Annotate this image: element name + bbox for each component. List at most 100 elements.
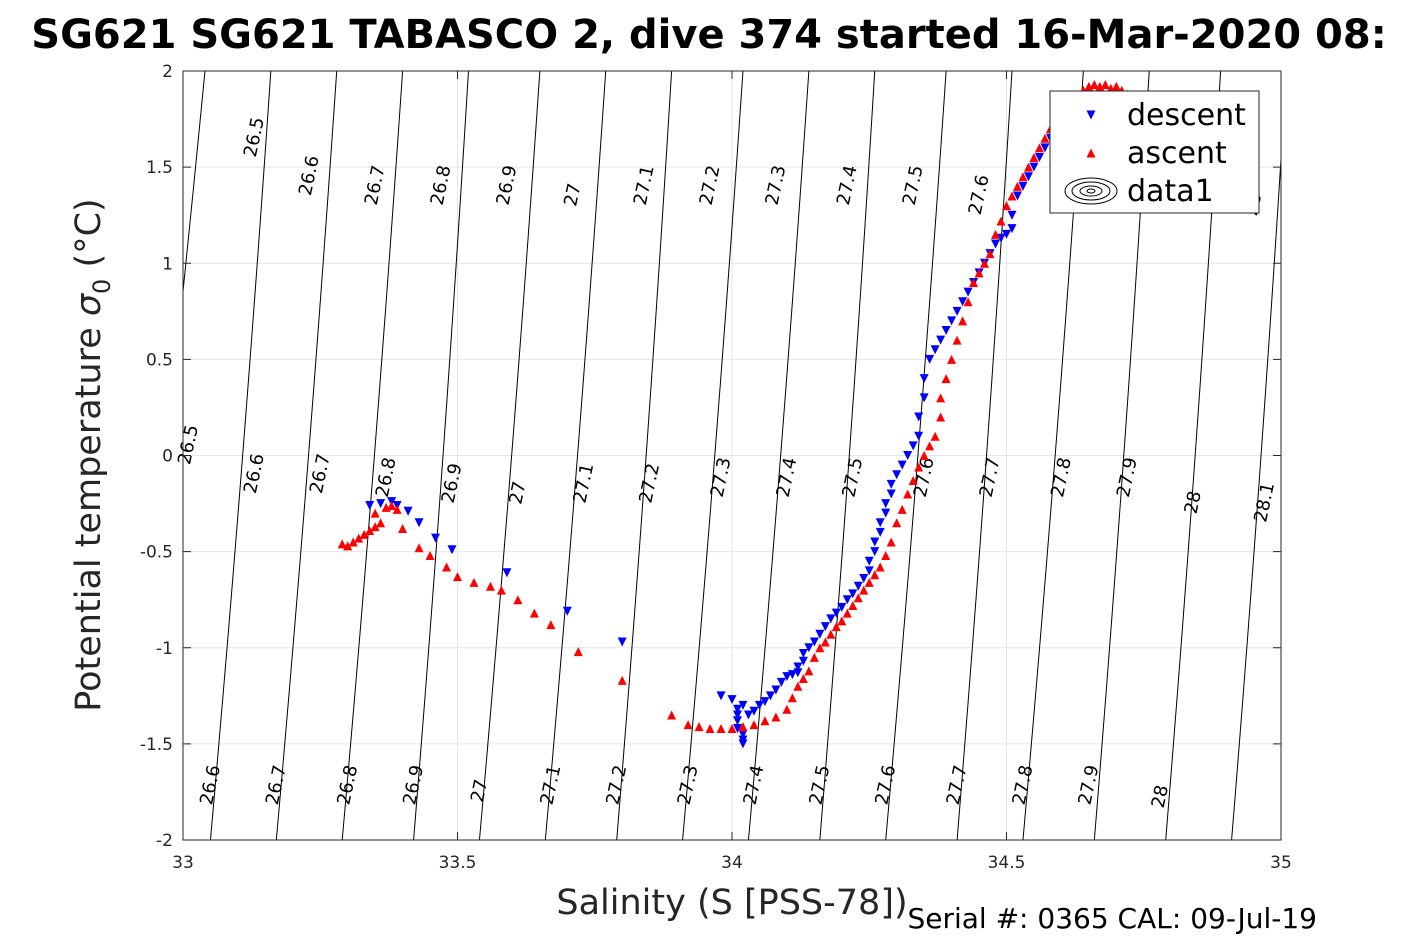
ascent-point [1023, 162, 1033, 172]
descent-point [897, 460, 907, 470]
ascent-point [826, 629, 836, 639]
y-axis-label: Potential temperature σ0 (°C) [69, 198, 116, 711]
descent-point [732, 716, 742, 726]
ascent-point [343, 541, 353, 551]
descent-point [716, 691, 726, 701]
ascent-point [969, 277, 979, 287]
descent-point [1007, 224, 1017, 234]
x-tick-label: 33.5 [439, 853, 477, 873]
ascent-point [941, 374, 951, 384]
contour-label: 28 [1181, 489, 1206, 516]
descent-point [447, 545, 457, 555]
x-axis-label: Salinity (S [PSS-78]) [556, 883, 907, 923]
legend-ascent-label: ascent [1127, 136, 1227, 171]
ascent-series [337, 79, 1132, 733]
ascent-point [848, 600, 858, 610]
descent-point [886, 489, 896, 499]
descent-point [562, 606, 572, 616]
descent-point [738, 729, 748, 739]
ascent-point [815, 643, 825, 653]
ascent-point [425, 550, 435, 560]
ascent-point [705, 723, 715, 733]
ascent-point [958, 316, 968, 326]
descent-point [820, 622, 830, 632]
ascent-point [485, 581, 495, 591]
ascent-point [804, 666, 814, 676]
ascent-point [782, 704, 792, 714]
ascent-point [716, 723, 726, 733]
ascent-point [760, 716, 770, 726]
descent-point [864, 556, 874, 566]
ascent-point [573, 647, 583, 657]
ascent-point [919, 451, 929, 460]
descent-point [859, 574, 869, 584]
descent-point [958, 297, 968, 307]
descent-point [743, 710, 753, 720]
descent-point [996, 233, 1006, 243]
density-contour-27.2 [616, 71, 673, 840]
density-contour-26.9 [413, 71, 469, 840]
density-contour-27.3 [682, 71, 744, 840]
density-contour-27.1 [544, 71, 607, 840]
descent-point [919, 393, 929, 403]
ascent-point [963, 297, 973, 307]
descent-point [930, 345, 940, 355]
descent-point [1018, 181, 1028, 191]
descent-point [837, 602, 847, 612]
ascent-point [798, 674, 808, 684]
legend-descent-symbol [1086, 110, 1096, 120]
descent-point [798, 649, 808, 659]
ascent-point [529, 608, 539, 618]
ascent-point [1100, 79, 1110, 89]
ascent-point [727, 723, 737, 733]
descent-point [749, 706, 759, 716]
density-contour-labels: 26.526.6 26.7 26.8 26.9 27 27.1 27.2 27.3 27.4 27… [174, 115, 1279, 810]
legend-contour-symbol [1079, 185, 1103, 197]
descent-point [925, 354, 935, 364]
legend-contour-symbol [1086, 188, 1096, 194]
x-tick-label: 34.5 [988, 853, 1026, 873]
descent-point [403, 506, 413, 516]
ascent-point [864, 577, 874, 587]
descent-point [881, 508, 891, 518]
ascent-point [947, 354, 957, 364]
ascent-point [974, 268, 984, 278]
descent-point [809, 637, 819, 647]
descent-point [798, 656, 808, 666]
density-contour-26.7 [275, 71, 338, 840]
ascent-point [738, 722, 748, 732]
ascent-point [359, 529, 369, 539]
ascent-point [991, 229, 1001, 239]
descent-point [941, 326, 951, 336]
ascent-point [886, 537, 896, 547]
descent-point [1007, 210, 1017, 220]
density-contour-26.8 [341, 71, 404, 840]
ascent-point [749, 720, 759, 730]
descent-point [1029, 162, 1039, 172]
ascent-point [370, 508, 380, 518]
contour-label: 27 [560, 181, 585, 208]
descent-point [875, 518, 885, 528]
serial-cal-note: Serial #: 0365 CAL: 09-Jul-19 [907, 902, 1317, 935]
y-tick-label: 2 [162, 62, 173, 82]
x-tick-label: 34 [721, 853, 743, 873]
ascent-point [903, 489, 913, 499]
ascent-point [936, 412, 946, 422]
ascent-point [996, 216, 1006, 226]
ascent-point [546, 620, 556, 630]
legend-contour-symbol [1064, 177, 1118, 205]
ascent-point [870, 570, 880, 580]
ascent-point [1089, 79, 1099, 89]
descent-point [765, 691, 775, 701]
chart-title: SG621 SG621 TABASCO 2, dive 374 started … [31, 12, 1386, 58]
ascent-point [1034, 143, 1044, 153]
y-tick-label: 0 [162, 447, 173, 467]
ascent-point [842, 608, 852, 618]
y-tick-label: 1.5 [146, 158, 173, 178]
descent-point [914, 431, 924, 441]
x-tick-label: 33 [172, 853, 194, 873]
descent-point [376, 499, 386, 509]
ascent-point [442, 562, 452, 572]
ascent-point [820, 637, 830, 647]
